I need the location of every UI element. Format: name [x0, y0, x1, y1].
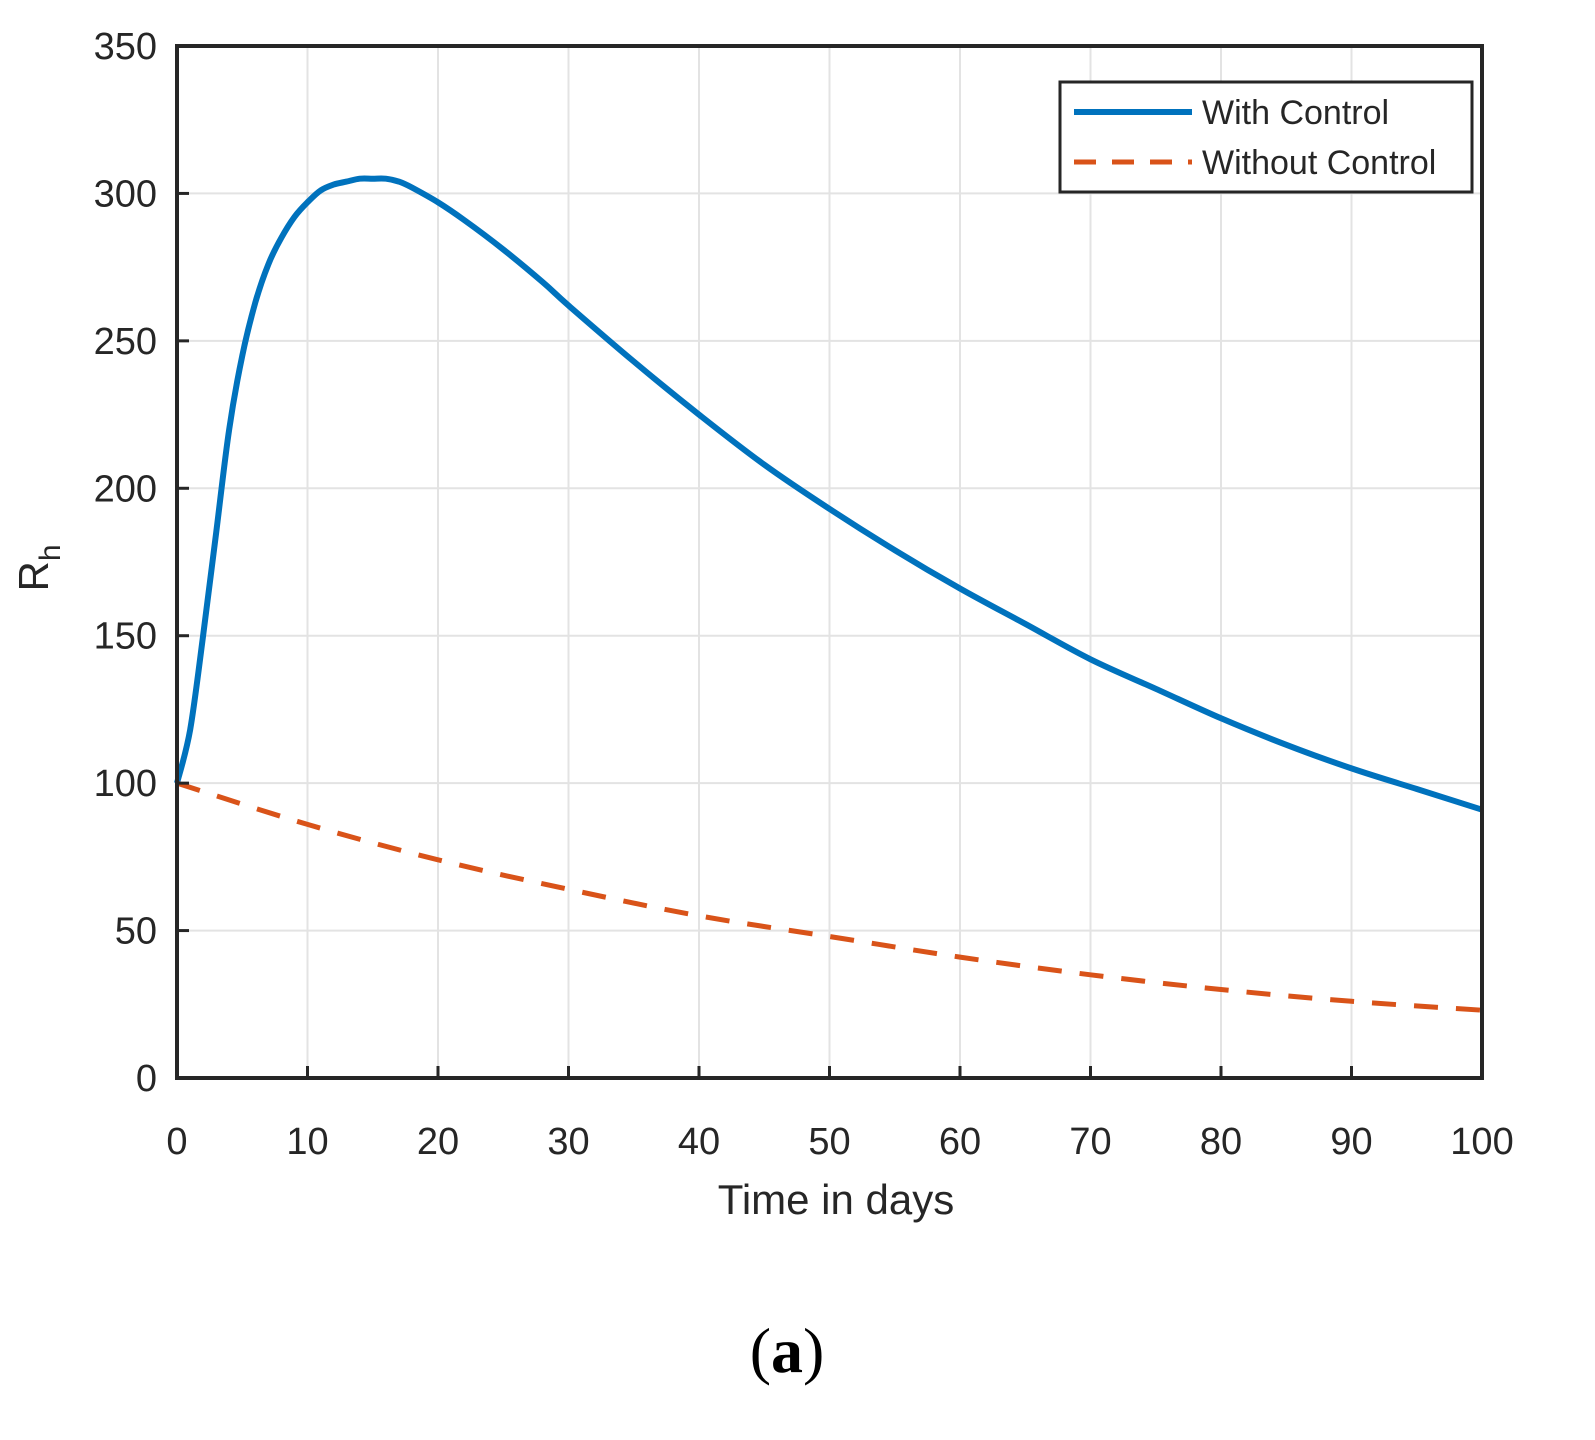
y-tick-label-1: 50: [115, 911, 157, 953]
x-tick-label-0: 0: [166, 1121, 187, 1163]
legend-label-without-control: Without Control: [1202, 144, 1436, 182]
x-tick-label-4: 40: [678, 1121, 720, 1163]
y-tick-label-7: 350: [94, 26, 157, 68]
legend: With Control Without Control: [1058, 80, 1474, 194]
y-axis-label-main: R: [10, 561, 57, 591]
panel-label: (a): [750, 1315, 825, 1386]
x-tick-label-7: 70: [1069, 1121, 1111, 1163]
x-tick-label-5: 50: [808, 1121, 850, 1163]
x-tick-label-9: 90: [1330, 1121, 1372, 1163]
legend-label-with-control: With Control: [1202, 94, 1389, 132]
x-tick-label-3: 30: [547, 1121, 589, 1163]
y-tick-label-2: 100: [94, 763, 157, 805]
y-tick-label-4: 200: [94, 468, 157, 510]
panel-label-letter: a: [771, 1315, 803, 1386]
x-tick-labels: 0 10 20 30 40 50 60 70 80 90 100: [166, 1066, 1514, 1163]
legend-box: [1058, 80, 1474, 194]
y-tick-labels: 0 50 100 150 200 250 300 350: [94, 26, 189, 1100]
series-layer: [174, 175, 1483, 1013]
series-line-without-control: [176, 780, 1483, 1013]
x-tick-label-8: 80: [1200, 1121, 1242, 1163]
panel-label-close: ): [803, 1315, 824, 1386]
panel-label-open: (: [750, 1315, 771, 1386]
y-tick-label-3: 150: [94, 616, 157, 658]
series-line-with-control: [174, 175, 1483, 813]
y-tick-label-0: 0: [136, 1058, 157, 1100]
grid-lines: [176, 45, 1483, 1079]
y-axis-label-subscript: h: [34, 544, 67, 561]
y-axis-label: Rh: [10, 544, 67, 591]
x-tick-label-6: 60: [939, 1121, 981, 1163]
x-tick-label-10: 100: [1450, 1121, 1513, 1163]
x-tick-label-2: 20: [417, 1121, 459, 1163]
x-tick-label-1: 10: [286, 1121, 328, 1163]
y-tick-label-6: 300: [94, 173, 157, 215]
x-axis-label: Time in days: [718, 1176, 955, 1223]
y-tick-label-5: 250: [94, 321, 157, 363]
